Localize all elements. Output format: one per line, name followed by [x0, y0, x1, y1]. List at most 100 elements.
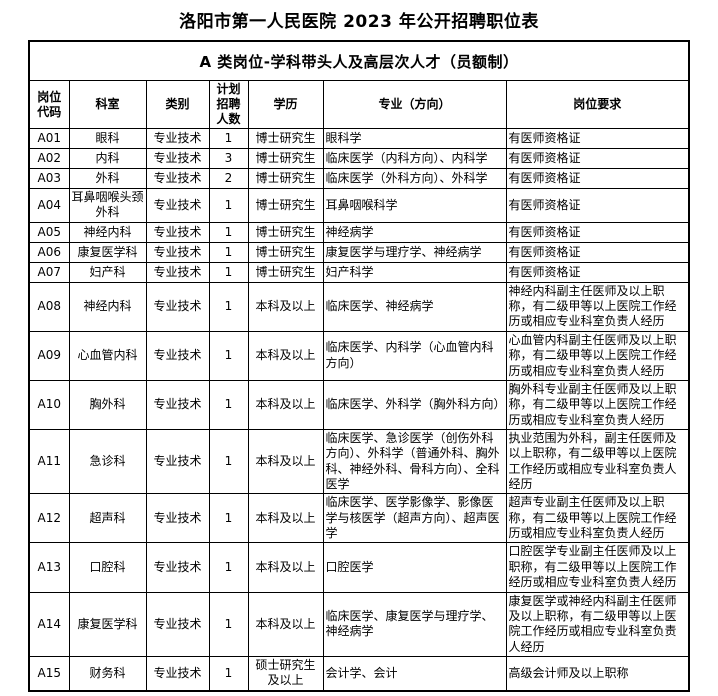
cell-major: 耳鼻咽喉科学 — [322, 188, 507, 223]
cell-education: 本科及以上 — [247, 493, 324, 544]
cell-requirement: 有医师资格证 — [505, 168, 690, 189]
cell-dept: 外科 — [68, 168, 147, 189]
cell-code: A12 — [28, 493, 70, 544]
cell-code: A01 — [28, 128, 70, 149]
cell-code: A03 — [28, 168, 70, 189]
cell-count: 1 — [208, 241, 249, 263]
cell-education: 本科及以上 — [247, 281, 324, 332]
cell-education: 博士研究生 — [247, 241, 324, 263]
cell-dept: 内科 — [68, 148, 147, 169]
cell-count: 1 — [208, 379, 249, 430]
cell-major: 口腔医学 — [322, 542, 507, 593]
col-header-education: 学历 — [247, 80, 324, 129]
cell-category: 专业技术 — [145, 428, 210, 495]
cell-major: 临床医学、急诊医学（创伤外科方向）、外科学（普通外科、胸外科、神经外科、骨科方向… — [322, 428, 507, 495]
cell-count: 1 — [208, 281, 249, 332]
cell-education: 博士研究生 — [247, 261, 324, 283]
cell-count: 1 — [208, 655, 249, 692]
cell-major: 临床医学（外科方向）、外科学 — [322, 168, 507, 189]
cell-requirement: 有医师资格证 — [505, 188, 690, 223]
cell-count: 1 — [208, 330, 249, 381]
table-head: A 类岗位-学科带头人及高层次人才（员额制） 岗位代码 科室 类别 计划招聘人数… — [28, 40, 690, 129]
cell-dept: 口腔科 — [68, 542, 147, 593]
cell-major: 临床医学、外科学（胸外科方向） — [322, 379, 507, 430]
cell-count: 1 — [208, 261, 249, 283]
cell-category: 专业技术 — [145, 221, 210, 243]
cell-education: 博士研究生 — [247, 168, 324, 189]
cell-major: 神经病学 — [322, 221, 507, 243]
cell-code: A06 — [28, 241, 70, 263]
cell-major: 临床医学、内科学（心血管内科方向） — [322, 330, 507, 381]
cell-code: A02 — [28, 148, 70, 169]
table-row: A09 心血管内科 专业技术 1 本科及以上 临床医学、内科学（心血管内科方向） 心血管内科… — [28, 330, 690, 381]
cell-code: A07 — [28, 261, 70, 283]
cell-code: A14 — [28, 591, 70, 657]
table-row: A11 急诊科 专业技术 1 本科及以上 临床医学、急诊医学（创伤外科方向）、外科学（普通… — [28, 428, 690, 495]
cell-education: 博士研究生 — [247, 221, 324, 243]
cell-requirement: 口腔医学专业副主任医师及以上职称，有二级甲等以上医院工作经历或相应专业科室负责人… — [505, 542, 690, 593]
table-row: A01 眼科 专业技术 1 博士研究生 眼科学 有医师资格证 — [28, 128, 690, 149]
table-row: A02 内科 专业技术 3 博士研究生 临床医学（内科方向）、内科学 有医师资格证 — [28, 148, 690, 169]
cell-requirement: 有医师资格证 — [505, 148, 690, 169]
cell-education: 本科及以上 — [247, 428, 324, 495]
cell-requirement: 康复医学或神经内科副主任医师及以上职称，有二级甲等以上医院工作经历或相应专业科室… — [505, 591, 690, 657]
cell-category: 专业技术 — [145, 168, 210, 189]
cell-dept: 心血管内科 — [68, 330, 147, 381]
cell-dept: 妇产科 — [68, 261, 147, 283]
table-row: A14 康复医学科 专业技术 1 本科及以上 临床医学、康复医学与理疗学、神经病学 康复医学… — [28, 591, 690, 657]
cell-education: 本科及以上 — [247, 330, 324, 381]
cell-code: A04 — [28, 188, 70, 223]
table-row: A08 神经内科 专业技术 1 本科及以上 临床医学、神经病学 神经内科副主任医师及以上职称… — [28, 281, 690, 332]
table-row: A07 妇产科 专业技术 1 博士研究生 妇产科学 有医师资格证 — [28, 261, 690, 283]
cell-category: 专业技术 — [145, 128, 210, 149]
cell-dept: 急诊科 — [68, 428, 147, 495]
table-row: A10 胸外科 专业技术 1 本科及以上 临床医学、外科学（胸外科方向） 胸外科专业副主任医… — [28, 379, 690, 430]
table-row: A04 耳鼻咽喉头颈外科 专业技术 1 博士研究生 耳鼻咽喉科学 有医师资格证 — [28, 188, 690, 223]
cell-dept: 眼科 — [68, 128, 147, 149]
cell-count: 2 — [208, 168, 249, 189]
band-row: A 类岗位-学科带头人及高层次人才（员额制） — [28, 40, 690, 81]
cell-category: 专业技术 — [145, 542, 210, 593]
cell-count: 1 — [208, 128, 249, 149]
cell-category: 专业技术 — [145, 493, 210, 544]
cell-category: 专业技术 — [145, 330, 210, 381]
cell-requirement: 有医师资格证 — [505, 261, 690, 283]
cell-category: 专业技术 — [145, 379, 210, 430]
cell-code: A05 — [28, 221, 70, 243]
cell-dept: 耳鼻咽喉头颈外科 — [68, 188, 147, 223]
cell-education: 博士研究生 — [247, 188, 324, 223]
cell-requirement: 心血管内科副主任医师及以上职称，有二级甲等以上医院工作经历或相应专业科室负责人经… — [505, 330, 690, 381]
table-header-row: 岗位代码 科室 类别 计划招聘人数 学历 专业（方向） 岗位要求 — [28, 80, 690, 129]
cell-requirement: 超声专业副主任医师及以上职称，有二级甲等以上医院工作经历或相应专业科室负责人经历 — [505, 493, 690, 544]
cell-major: 妇产科学 — [322, 261, 507, 283]
cell-major: 眼科学 — [322, 128, 507, 149]
cell-dept: 超声科 — [68, 493, 147, 544]
cell-count: 1 — [208, 188, 249, 223]
cell-code: A10 — [28, 379, 70, 430]
cell-requirement: 有医师资格证 — [505, 128, 690, 149]
col-header-count: 计划招聘人数 — [208, 80, 249, 129]
table-band-title: A 类岗位-学科带头人及高层次人才（员额制） — [28, 40, 690, 81]
cell-requirement: 有医师资格证 — [505, 221, 690, 243]
cell-count: 1 — [208, 493, 249, 544]
cell-code: A13 — [28, 542, 70, 593]
cell-count: 1 — [208, 542, 249, 593]
table-row: A13 口腔科 专业技术 1 本科及以上 口腔医学 口腔医学专业副主任医师及以上职称，有二级… — [28, 542, 690, 593]
cell-category: 专业技术 — [145, 591, 210, 657]
cell-dept: 康复医学科 — [68, 241, 147, 263]
cell-major: 临床医学、医学影像学、影像医学与核医学（超声方向）、超声医学 — [322, 493, 507, 544]
cell-dept: 神经内科 — [68, 281, 147, 332]
cell-category: 专业技术 — [145, 188, 210, 223]
cell-dept: 神经内科 — [68, 221, 147, 243]
cell-requirement: 有医师资格证 — [505, 241, 690, 263]
page-title: 洛阳市第一人民医院 2023 年公开招聘职位表 — [179, 12, 539, 32]
cell-major: 临床医学、神经病学 — [322, 281, 507, 332]
cell-category: 专业技术 — [145, 241, 210, 263]
cell-dept: 康复医学科 — [68, 591, 147, 657]
cell-requirement: 执业范围为外科，副主任医师及以上职称，有二级甲等以上医院工作经历或相应专业科室负… — [505, 428, 690, 495]
cell-count: 1 — [208, 221, 249, 243]
table-row: A15 财务科 专业技术 1 硕士研究生及以上 会计学、会计 高级会计师及以上职称 — [28, 655, 690, 692]
cell-major: 康复医学与理疗学、神经病学 — [322, 241, 507, 263]
table-row: A12 超声科 专业技术 1 本科及以上 临床医学、医学影像学、影像医学与核医学（超声方向… — [28, 493, 690, 544]
